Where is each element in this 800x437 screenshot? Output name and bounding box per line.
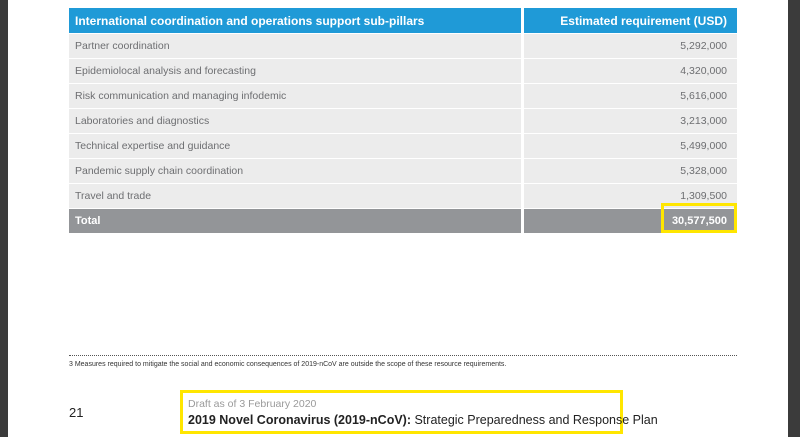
header-cell: Estimated requirement (USD) bbox=[524, 8, 737, 33]
title-bold: 2019 Novel Coronavirus (2019-nCoV): bbox=[188, 413, 411, 427]
header-cell: International coordination and operation… bbox=[69, 8, 521, 33]
row-label: Epidemiolocal analysis and forecasting bbox=[69, 59, 521, 83]
row-value: 3,213,000 bbox=[524, 109, 737, 133]
table-row: Epidemiolocal analysis and forecasting 4,… bbox=[69, 59, 737, 83]
table-row: Travel and trade 1,309,500 bbox=[69, 184, 737, 208]
table: International coordination and operation… bbox=[69, 8, 737, 234]
row-label: Technical expertise and guidance bbox=[69, 134, 521, 158]
draft-date: Draft as of 3 February 2020 bbox=[188, 398, 317, 410]
separator bbox=[69, 355, 737, 356]
footer-title: 2019 Novel Coronavirus (2019-nCoV): Stra… bbox=[188, 413, 658, 427]
page-number: 21 bbox=[69, 405, 84, 420]
row-value: 1,309,500 bbox=[524, 184, 737, 208]
table-row: Pandemic supply chain coordination 5,328,… bbox=[69, 159, 737, 183]
table-row: Laboratories and diagnostics 3,213,000 bbox=[69, 109, 737, 133]
highlight-box bbox=[661, 203, 737, 233]
title-rest: Strategic Preparedness and Response Plan bbox=[411, 413, 658, 427]
table-body: Partner coordination 5,292,000 Epidemioloc… bbox=[69, 34, 737, 208]
total-label: Total bbox=[69, 209, 521, 233]
row-value: 4,320,000 bbox=[524, 59, 737, 83]
total-row: Total 30,577,500 bbox=[69, 209, 737, 233]
row-label: Risk communication and managing infodemi… bbox=[69, 84, 521, 108]
row-label: Pandemic supply chain coordination bbox=[69, 159, 521, 183]
table-row: Partner coordination 5,292,000 bbox=[69, 34, 737, 58]
total-value: 30,577,500 bbox=[524, 209, 737, 233]
footnote: 3 Measures required to mitigate the soci… bbox=[69, 361, 507, 368]
row-label: Partner coordination bbox=[69, 34, 521, 58]
highlight-box bbox=[180, 390, 623, 434]
document-page: International coordination and operation… bbox=[8, 0, 788, 437]
table-row: Risk communication and managing infodemi… bbox=[69, 84, 737, 108]
row-label: Travel and trade bbox=[69, 184, 521, 208]
table-header: International coordination and operation… bbox=[69, 8, 737, 33]
row-value: 5,292,000 bbox=[524, 34, 737, 58]
row-value: 5,616,000 bbox=[524, 84, 737, 108]
row-value: 5,499,000 bbox=[524, 134, 737, 158]
table-row: Technical expertise and guidance 5,499,00… bbox=[69, 134, 737, 158]
row-label: Laboratories and diagnostics bbox=[69, 109, 521, 133]
row-value: 5,328,000 bbox=[524, 159, 737, 183]
